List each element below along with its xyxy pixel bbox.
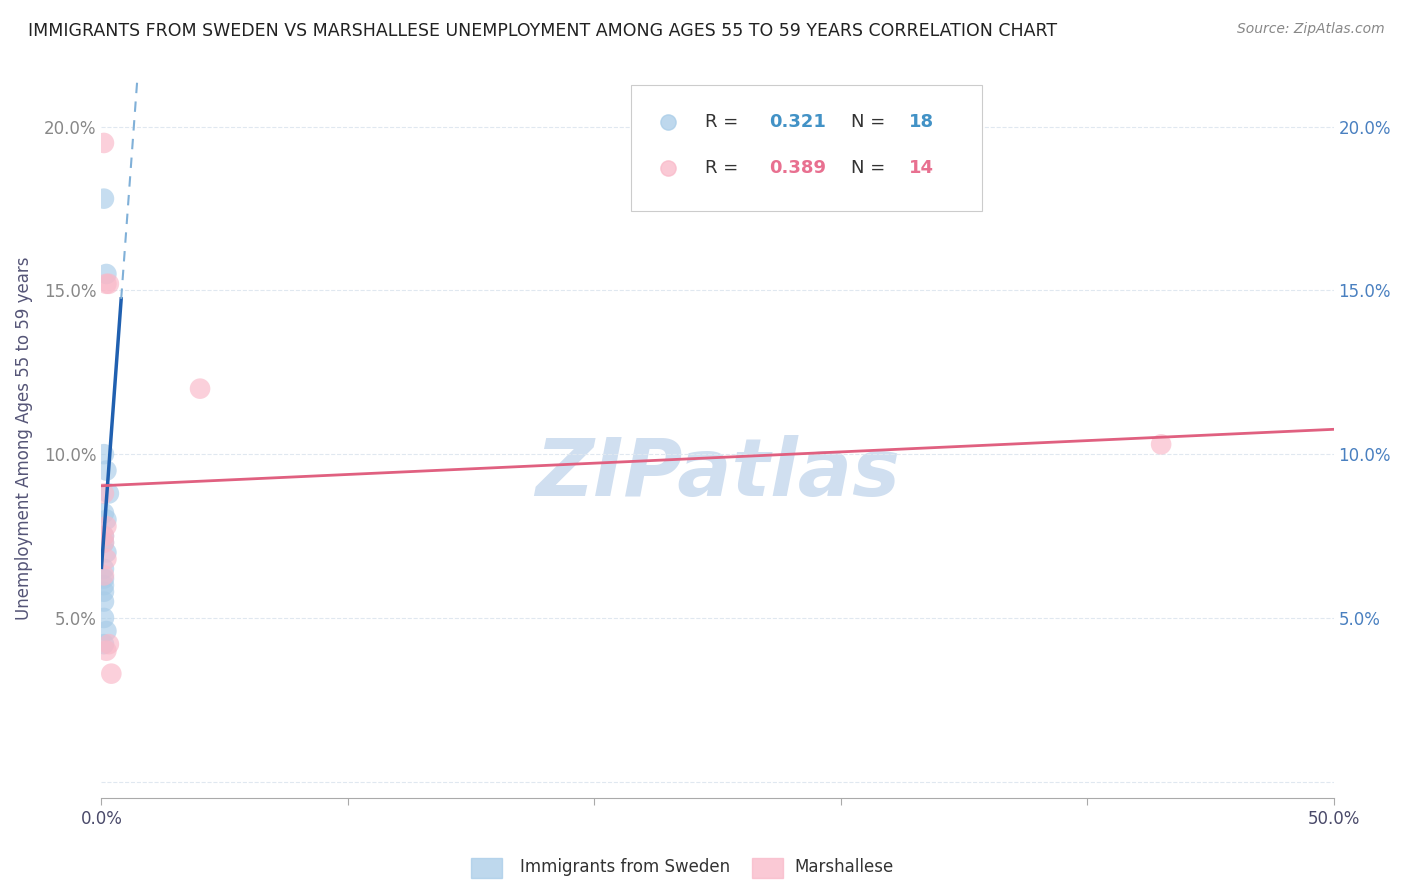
- FancyBboxPatch shape: [631, 85, 983, 211]
- Text: 14: 14: [908, 159, 934, 177]
- Point: [96, 267, 118, 281]
- Point: [96, 277, 118, 291]
- Point: [97, 637, 120, 651]
- Point: [96, 552, 118, 566]
- Point: [1150, 437, 1173, 451]
- Point: [96, 624, 118, 638]
- Text: Marshallese: Marshallese: [794, 858, 894, 876]
- Text: Immigrants from Sweden: Immigrants from Sweden: [520, 858, 730, 876]
- Point: [93, 611, 115, 625]
- Point: [96, 644, 118, 658]
- Point: [93, 192, 115, 206]
- Point: [100, 666, 122, 681]
- Text: ZIPatlas: ZIPatlas: [536, 434, 900, 513]
- Text: 18: 18: [908, 113, 934, 131]
- Point: [93, 584, 115, 599]
- Point: [93, 578, 115, 592]
- Text: R =: R =: [706, 159, 744, 177]
- Point: [93, 594, 115, 608]
- Y-axis label: Unemployment Among Ages 55 to 59 years: Unemployment Among Ages 55 to 59 years: [15, 256, 32, 620]
- Point: [93, 136, 115, 150]
- Text: R =: R =: [706, 113, 744, 131]
- Point: [97, 486, 120, 500]
- Point: [96, 464, 118, 478]
- Point: [188, 382, 211, 396]
- Text: N =: N =: [851, 113, 890, 131]
- Point: [93, 529, 115, 543]
- Point: [96, 519, 118, 533]
- Point: [96, 545, 118, 559]
- Point: [93, 568, 115, 582]
- Point: [93, 535, 115, 549]
- Point: [93, 572, 115, 586]
- Point: [93, 486, 115, 500]
- Point: [93, 506, 115, 520]
- Text: Source: ZipAtlas.com: Source: ZipAtlas.com: [1237, 22, 1385, 37]
- Text: 0.389: 0.389: [769, 159, 827, 177]
- Point: [96, 513, 118, 527]
- Point: [93, 447, 115, 461]
- Text: IMMIGRANTS FROM SWEDEN VS MARSHALLESE UNEMPLOYMENT AMONG AGES 55 TO 59 YEARS COR: IMMIGRANTS FROM SWEDEN VS MARSHALLESE UN…: [28, 22, 1057, 40]
- Point: [93, 562, 115, 576]
- Point: [93, 535, 115, 549]
- Text: N =: N =: [851, 159, 890, 177]
- Point: [93, 529, 115, 543]
- Point: [97, 277, 120, 291]
- Text: 0.321: 0.321: [769, 113, 827, 131]
- Point: [93, 637, 115, 651]
